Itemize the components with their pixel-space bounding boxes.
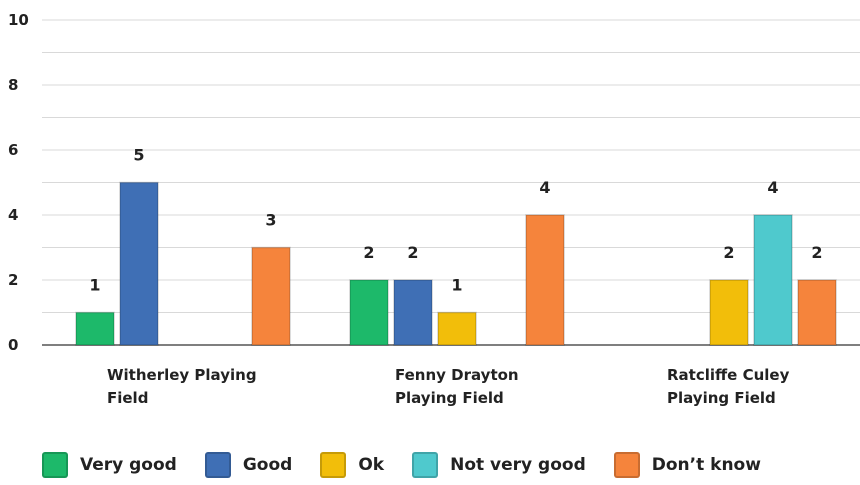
- legend-item: Don’t know: [613, 452, 761, 478]
- bar-don-t-know-0: [251, 246, 291, 346]
- category-label: Ratcliffe Culey: [667, 366, 790, 384]
- bar-chart: 0 2 4 6 8 10 1 5 3 2 2 1 4 2 4 2 Witherley Playing Fiel…: [8, 11, 860, 407]
- bar-very-good-0: [75, 311, 115, 346]
- grid-lines: [42, 19, 860, 346]
- y-tick-label: 10: [8, 11, 29, 29]
- category-label: Playing Field: [667, 389, 776, 407]
- bars: [75, 181, 837, 346]
- legend-swatch: [613, 452, 640, 478]
- data-label: 2: [723, 243, 734, 262]
- legend-item: Ok: [320, 452, 384, 478]
- y-axis-tick-labels: 0 2 4 6 8 10: [8, 11, 29, 354]
- y-tick-label: 4: [8, 206, 18, 224]
- bar-very-good-1: [349, 279, 389, 346]
- legend: Very good Good Ok Not very good Don’t know: [0, 452, 860, 478]
- data-label: 4: [767, 178, 778, 197]
- category-label: Field: [107, 389, 148, 407]
- y-tick-label: 2: [8, 271, 18, 289]
- legend-label: Don’t know: [651, 455, 761, 475]
- category-labels: Witherley Playing Field Fenny Drayton Playi…: [107, 366, 790, 407]
- legend-label: Good: [242, 455, 293, 475]
- legend-swatch: [412, 452, 439, 478]
- bar-ok-1: [437, 311, 477, 346]
- y-tick-label: 0: [8, 336, 18, 354]
- bar-ok-2: [709, 279, 749, 346]
- data-label: 5: [133, 146, 144, 165]
- data-label: 2: [363, 243, 374, 262]
- legend-item: Very good: [42, 452, 177, 478]
- legend-label: Ok: [358, 455, 385, 475]
- data-label: 2: [811, 243, 822, 262]
- bar-not-very-good-2: [753, 214, 793, 346]
- data-label: 1: [89, 276, 100, 295]
- bar-good-1: [393, 279, 433, 346]
- data-label: 4: [539, 178, 550, 197]
- legend-label: Not very good: [450, 455, 586, 475]
- legend-swatch: [42, 452, 68, 478]
- legend-swatch: [204, 452, 231, 478]
- y-tick-label: 8: [8, 76, 18, 94]
- legend-item: Not very good: [412, 452, 586, 478]
- bar-don-t-know-1: [525, 214, 565, 346]
- legend-item: Good: [204, 452, 293, 478]
- legend-swatch: [320, 452, 347, 478]
- data-label: 3: [265, 211, 276, 230]
- category-label: Witherley Playing: [107, 366, 257, 384]
- bar-good-0: [119, 181, 159, 346]
- data-label: 1: [451, 276, 462, 295]
- y-tick-label: 6: [8, 141, 18, 159]
- data-label: 2: [407, 243, 418, 262]
- category-label: Playing Field: [395, 389, 504, 407]
- data-labels: 1 5 3 2 2 1 4 2 4 2: [89, 146, 822, 295]
- category-label: Fenny Drayton: [395, 366, 519, 384]
- legend-label: Very good: [80, 455, 177, 475]
- bar-don-t-know-2: [797, 279, 837, 346]
